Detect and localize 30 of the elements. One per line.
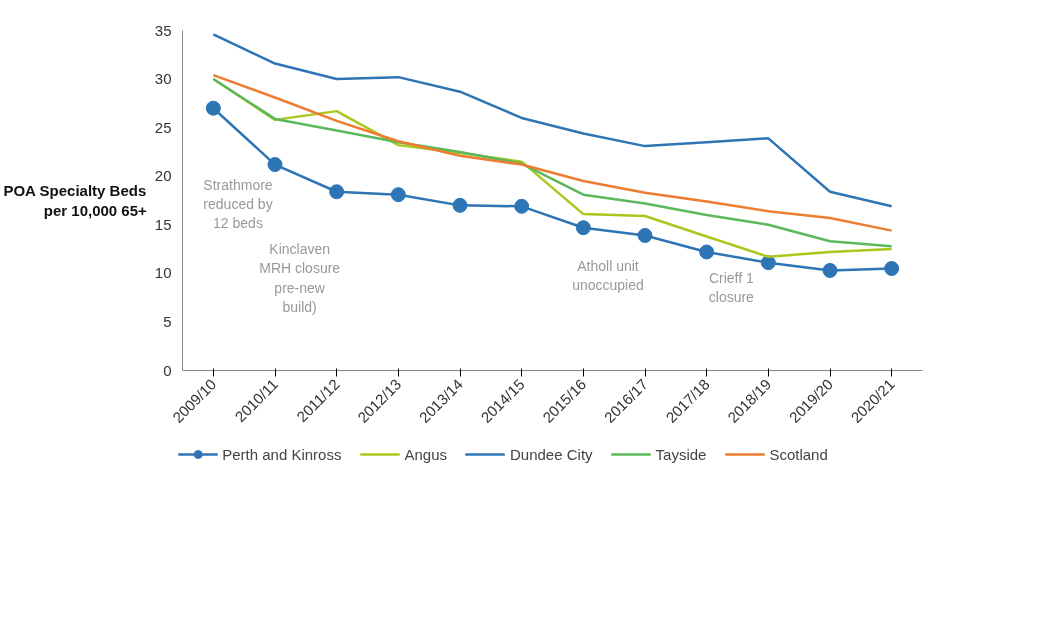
y-tick-label: 35 — [154, 21, 172, 39]
legend-label: Angus — [404, 445, 447, 463]
point — [575, 220, 591, 236]
point — [514, 198, 530, 214]
y-tick-label: 30 — [154, 70, 172, 88]
point — [884, 261, 900, 276]
annotation: Kinclaven MRH closure pre-new build) — [259, 241, 341, 315]
y-tick-label: 25 — [154, 118, 172, 136]
annotation: Crieff 1 closure — [708, 270, 755, 306]
point — [329, 184, 345, 200]
point — [637, 227, 653, 243]
legend-label: Tayside — [655, 445, 707, 463]
point — [205, 100, 221, 116]
legend-label: Dundee City — [510, 445, 593, 463]
y-tick-label: 15 — [154, 215, 172, 233]
annotation: Atholl unit unoccupied — [572, 258, 644, 294]
point — [822, 262, 838, 278]
point — [760, 255, 776, 271]
legend-label: Scotland — [769, 445, 828, 463]
legend-label: Perth and Kinross — [222, 445, 342, 463]
point — [390, 187, 406, 203]
point — [452, 197, 468, 213]
point — [699, 244, 715, 260]
y-tick-label: 0 — [163, 361, 172, 379]
y-tick-label: 10 — [154, 264, 172, 282]
y-tick-label: 20 — [154, 167, 172, 185]
annotation: Strathmore reduced by 12 beds — [203, 176, 273, 232]
y-axis-title: POA Specialty Beds per 10,000 65+ — [3, 181, 148, 220]
point — [267, 157, 283, 173]
y-tick-label: 5 — [163, 312, 172, 330]
